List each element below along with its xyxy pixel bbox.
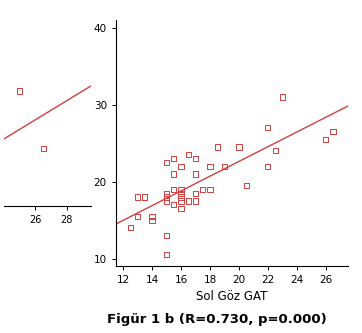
Point <box>178 190 184 196</box>
Point <box>330 129 336 134</box>
Text: Figür 1 b (R=0.730, p=0.000): Figür 1 b (R=0.730, p=0.000) <box>107 313 327 326</box>
Point <box>214 145 220 150</box>
Point <box>142 194 148 200</box>
Point <box>178 198 184 203</box>
Point <box>207 187 213 192</box>
Point <box>171 187 177 192</box>
Point <box>135 194 140 200</box>
Point <box>178 164 184 169</box>
Y-axis label: Sol Göz DKT: Sol Göz DKT <box>76 108 89 179</box>
Point <box>164 233 169 238</box>
Point <box>149 214 155 219</box>
Point <box>178 194 184 200</box>
Point <box>279 94 285 100</box>
Point <box>164 160 169 165</box>
Point <box>185 198 191 203</box>
Point <box>142 194 148 200</box>
Point <box>243 183 249 188</box>
Point <box>207 164 213 169</box>
Point <box>164 190 169 196</box>
Point <box>200 187 206 192</box>
Point <box>185 152 191 158</box>
Point <box>193 190 198 196</box>
Point <box>193 171 198 176</box>
Point <box>265 164 271 169</box>
Point <box>164 194 169 200</box>
Point <box>17 88 22 94</box>
Point <box>193 156 198 161</box>
Point <box>193 198 198 203</box>
Point <box>272 148 278 154</box>
Point <box>135 214 140 219</box>
Point <box>149 217 155 223</box>
Point <box>236 145 242 150</box>
Point <box>178 206 184 211</box>
Point <box>171 171 177 176</box>
Point <box>127 225 133 230</box>
Point <box>222 164 227 169</box>
Point <box>178 187 184 192</box>
Point <box>323 137 329 142</box>
Point <box>40 146 46 152</box>
Point <box>171 156 177 161</box>
Point <box>164 252 169 257</box>
Point <box>164 198 169 203</box>
X-axis label: Sol Göz GAT: Sol Göz GAT <box>196 290 268 303</box>
Point <box>265 125 271 131</box>
Point <box>171 202 177 207</box>
